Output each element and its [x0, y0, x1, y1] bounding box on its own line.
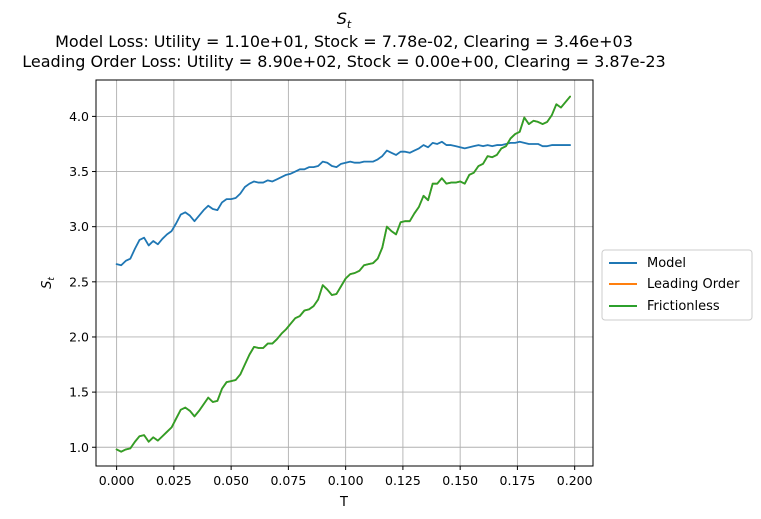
x-axis-ticks: 0.000 0.025 0.050 0.075 0.100 0.125 0.150 0.175…	[99, 466, 593, 488]
legend-label-frictionless: Frictionless	[647, 299, 720, 314]
y-tick-label: 2.0	[69, 329, 89, 344]
y-tick-label: 3.0	[69, 219, 89, 234]
x-tick-label: 0.000	[99, 473, 135, 488]
x-tick-label: 0.175	[500, 473, 536, 488]
legend-label-leading-order: Leading Order	[647, 277, 740, 292]
legend: Model Leading Order Frictionless	[601, 249, 753, 321]
x-tick-label: 0.025	[156, 473, 192, 488]
series-lines	[115, 95, 571, 453]
plot-area-frame	[95, 79, 594, 467]
y-axis-ticks: 1.0 1.5 2.0 2.5 3.0 3.5 4.0	[69, 109, 96, 455]
x-tick-label: 0.125	[385, 473, 421, 488]
series-line-model	[115, 140, 571, 267]
y-axis-label-subscript: t	[47, 277, 57, 281]
y-tick-label: 1.5	[69, 385, 89, 400]
chart-title-subscript: t	[347, 18, 352, 31]
y-tick-label: 1.0	[69, 440, 89, 455]
x-tick-label: 0.200	[557, 473, 593, 488]
y-tick-label: 2.5	[69, 274, 89, 289]
x-tick-label: 0.100	[328, 473, 364, 488]
x-tick-label: 0.050	[213, 473, 249, 488]
y-axis-label: St	[40, 277, 57, 289]
chart-title: St	[337, 9, 352, 31]
legend-box	[601, 249, 753, 321]
x-axis-label: T	[339, 495, 348, 510]
x-tick-label: 0.075	[270, 473, 306, 488]
x-tick-label: 0.150	[442, 473, 478, 488]
chart-subtitle-leading-order-loss: Leading Order Loss: Utility = 8.90e+02, …	[22, 52, 665, 71]
y-tick-label: 4.0	[69, 109, 89, 124]
chart-subtitle-model-loss: Model Loss: Utility = 1.10e+01, Stock = …	[55, 32, 633, 51]
series-line-leading-order	[115, 95, 571, 453]
y-tick-label: 3.5	[69, 164, 89, 179]
grid-lines	[96, 80, 593, 466]
legend-label-model: Model	[647, 256, 686, 271]
series-line-frictionless	[115, 95, 571, 453]
